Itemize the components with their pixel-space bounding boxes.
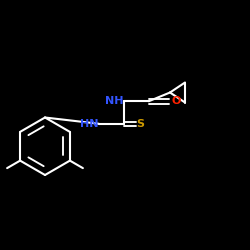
Text: O: O [171,96,180,106]
Text: NH: NH [105,96,124,106]
Text: HN: HN [80,119,99,129]
Text: S: S [136,119,144,129]
